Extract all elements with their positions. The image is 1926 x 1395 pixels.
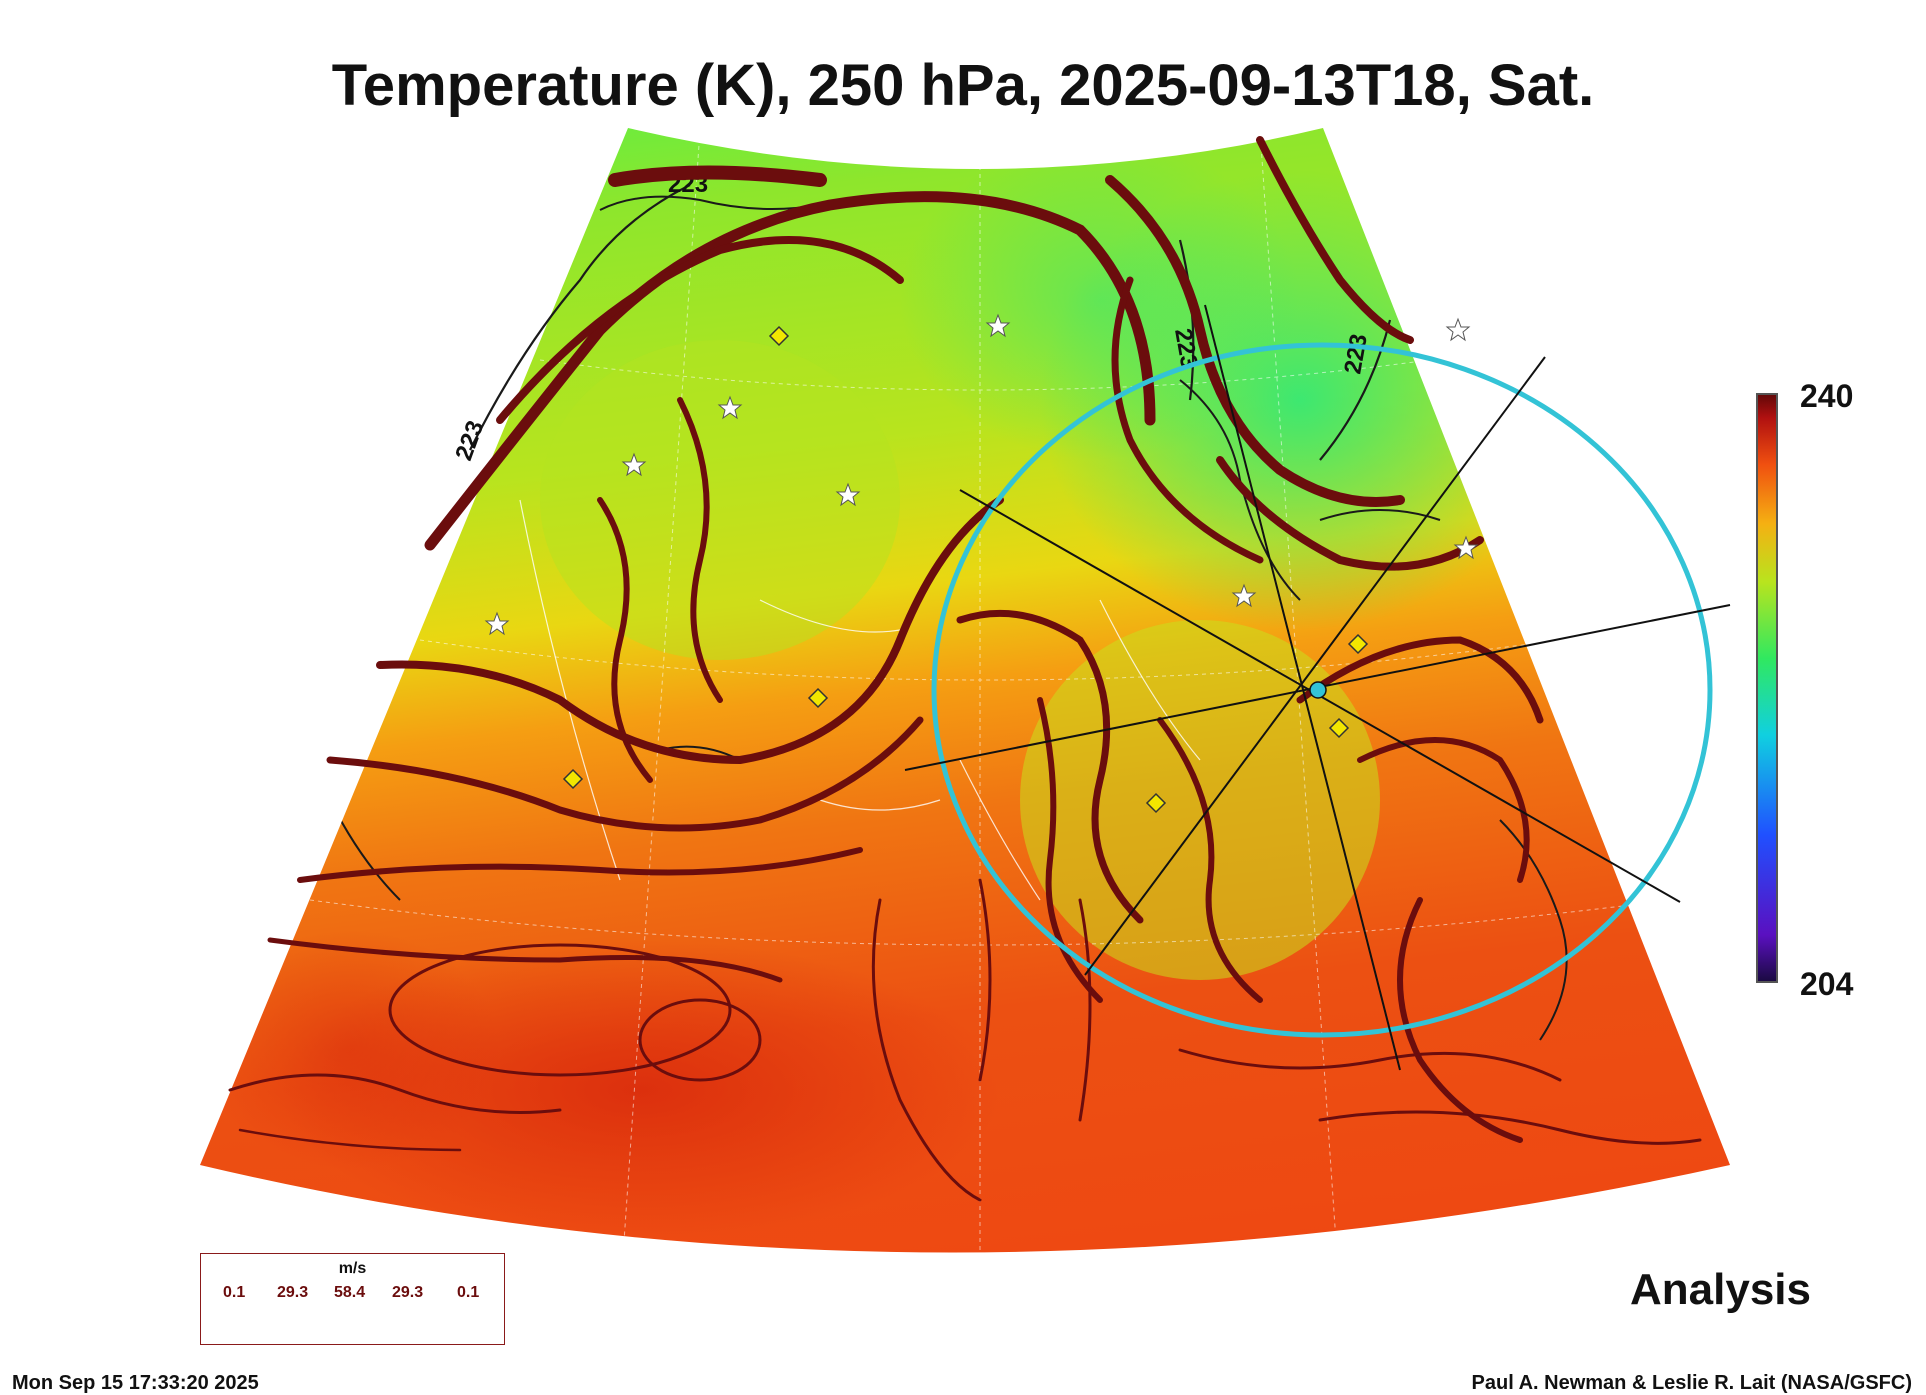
credits: Paul A. Newman & Leslie R. Lait (NASA/GS… — [1471, 1372, 1912, 1394]
legend-unit: m/s — [338, 1260, 367, 1277]
legend-value: 29.3 — [277, 1284, 309, 1301]
legend-value: 29.3 — [392, 1284, 424, 1301]
colorbar-min-label: 204 — [1800, 966, 1854, 1002]
temperature-field — [200, 128, 1730, 1253]
colorbar — [1756, 393, 1778, 983]
colorbar-max-label: 240 — [1800, 378, 1854, 414]
wind-speed-legend: m/s 0.1 29.3 58.4 29.3 0.1 — [200, 1253, 505, 1345]
map-title: Temperature (K), 250 hPa, 2025-09-13T18,… — [331, 53, 1595, 118]
panel-label: Analysis — [1630, 1265, 1811, 1314]
diamond-marker-icon — [562, 325, 1369, 814]
legend-value: 58.4 — [334, 1284, 366, 1301]
legend-value: 0.1 — [223, 1284, 246, 1301]
star-marker-icon — [484, 313, 1479, 636]
legend-value: 0.1 — [457, 1284, 480, 1301]
wind-streamlines — [228, 136, 1702, 1202]
timestamp: Mon Sep 15 17:33:20 2025 — [12, 1372, 259, 1394]
focus-ring — [904, 304, 1731, 1071]
